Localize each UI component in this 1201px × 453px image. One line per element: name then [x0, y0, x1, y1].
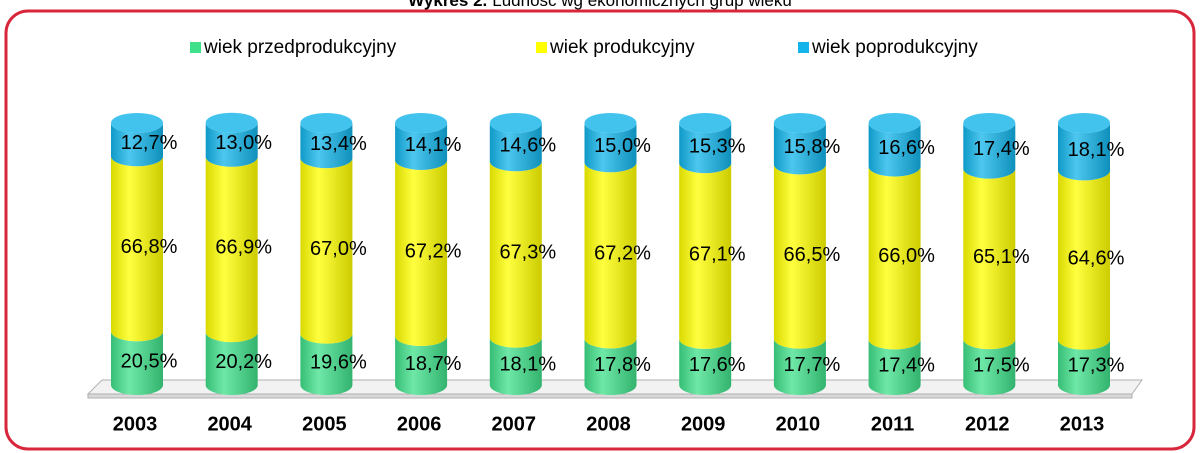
- bar-cap: [205, 112, 258, 133]
- bar-segment: [963, 339, 1016, 395]
- bar-segment: [300, 333, 353, 395]
- bar-cap: [111, 113, 163, 133]
- legend-label: wiek przedprodukcyjny: [203, 37, 397, 58]
- x-tick-label: 2005: [302, 413, 347, 435]
- x-tick-label: 2013: [1060, 413, 1105, 435]
- bar-segment: [300, 123, 353, 169]
- data-label: 66,5%: [784, 244, 841, 266]
- data-label: 15,0%: [594, 135, 651, 157]
- bar-segment: [963, 168, 1016, 350]
- bar-segment: [1058, 123, 1110, 181]
- data-label: 64,6%: [1068, 247, 1125, 269]
- bar-segment: [205, 332, 258, 395]
- bar-cap: [868, 113, 921, 133]
- data-label: 17,3%: [1068, 355, 1125, 377]
- bar-segment: [773, 338, 826, 395]
- data-label: 20,5%: [121, 350, 178, 372]
- data-label: 14,1%: [405, 134, 462, 156]
- data-label: 13,4%: [310, 133, 367, 155]
- data-label: 19,6%: [310, 352, 367, 374]
- bar-segment: [1058, 170, 1110, 350]
- data-label: 13,0%: [215, 132, 272, 154]
- bar-segment: [679, 163, 732, 349]
- data-label: 12,7%: [121, 132, 178, 154]
- data-label: 67,3%: [499, 242, 556, 264]
- bar-segment: [584, 338, 637, 395]
- bar-cap: [395, 113, 448, 133]
- bar-segment: [679, 123, 732, 174]
- chart-title: Wykres 2. Ludność wg ekonomicznych grup w…: [408, 0, 792, 10]
- legend-swatch: [190, 42, 201, 53]
- x-tick-label: 2004: [207, 413, 252, 435]
- x-tick-label: 2007: [492, 413, 537, 435]
- bar-segment: [111, 156, 163, 342]
- bar-segment: [395, 159, 448, 347]
- data-label: 15,3%: [689, 135, 746, 157]
- bar-segment: [395, 336, 448, 395]
- data-label: 18,1%: [499, 354, 556, 376]
- data-label: 20,2%: [215, 351, 272, 373]
- bar-segment: [205, 122, 258, 167]
- bar-segment: [111, 123, 163, 167]
- data-label: 17,6%: [689, 354, 746, 376]
- bar-segment: [205, 156, 258, 343]
- x-tick-label: 2009: [681, 413, 726, 435]
- x-tick-label: 2008: [586, 413, 631, 435]
- bar-segment: [868, 123, 921, 177]
- bar-cap: [773, 113, 826, 133]
- bar-segment: [584, 162, 637, 349]
- title-text: Ludność wg ekonomicznych grup wieku: [492, 0, 792, 10]
- data-label: 17,7%: [784, 354, 841, 376]
- bar-segment: [111, 331, 163, 395]
- data-label: 65,1%: [973, 246, 1030, 268]
- bar-segment: [300, 158, 353, 344]
- data-label: 67,0%: [310, 238, 367, 260]
- x-tick-label: 2012: [965, 413, 1010, 435]
- bar-segment: [963, 123, 1016, 179]
- bar-cap: [584, 113, 637, 133]
- legend-label: wiek poprodukcyjny: [811, 37, 978, 58]
- legend-label: wiek produkcyjny: [549, 37, 695, 58]
- legend-swatch: [798, 42, 809, 53]
- bar-segment: [395, 123, 448, 170]
- data-label: 66,9%: [215, 237, 272, 259]
- bar-segment: [1058, 339, 1110, 395]
- bar-cap: [679, 113, 732, 133]
- bar-segment: [584, 123, 637, 173]
- data-label: 16,6%: [878, 137, 935, 159]
- data-label: 18,7%: [405, 353, 462, 375]
- x-tick-label: 2006: [397, 413, 442, 435]
- data-label: 17,4%: [878, 354, 935, 376]
- x-tick-label: 2011: [871, 413, 914, 435]
- bar-segment: [489, 161, 542, 348]
- data-label: 17,5%: [973, 354, 1030, 376]
- floor-edge: [87, 393, 1133, 399]
- bar-segment: [868, 339, 921, 395]
- data-label: 67,2%: [405, 240, 462, 262]
- data-label: 67,2%: [594, 243, 651, 265]
- bar-segment: [773, 164, 826, 349]
- data-label: 15,8%: [784, 136, 841, 158]
- bar-segment: [679, 338, 732, 395]
- title-number: Wykres 2.: [408, 0, 487, 10]
- bar-segment: [773, 123, 826, 175]
- data-label: 18,1%: [1068, 139, 1125, 161]
- bar-cap: [1058, 113, 1110, 133]
- bar-segment: [489, 123, 542, 172]
- bar-cap: [489, 113, 542, 133]
- data-label: 17,8%: [594, 354, 651, 376]
- bar-cap: [300, 113, 353, 133]
- x-tick-label: 2010: [776, 413, 821, 435]
- data-label: 66,0%: [878, 245, 935, 267]
- bar-segment: [489, 337, 542, 395]
- data-label: 67,1%: [689, 243, 746, 265]
- data-label: 66,8%: [121, 236, 178, 258]
- legend-swatch: [536, 42, 547, 53]
- x-tick-label: 2003: [113, 413, 158, 435]
- data-label: 17,4%: [973, 138, 1030, 160]
- bar-cap: [963, 113, 1016, 133]
- bar-segment: [868, 166, 921, 350]
- data-label: 14,6%: [499, 134, 556, 156]
